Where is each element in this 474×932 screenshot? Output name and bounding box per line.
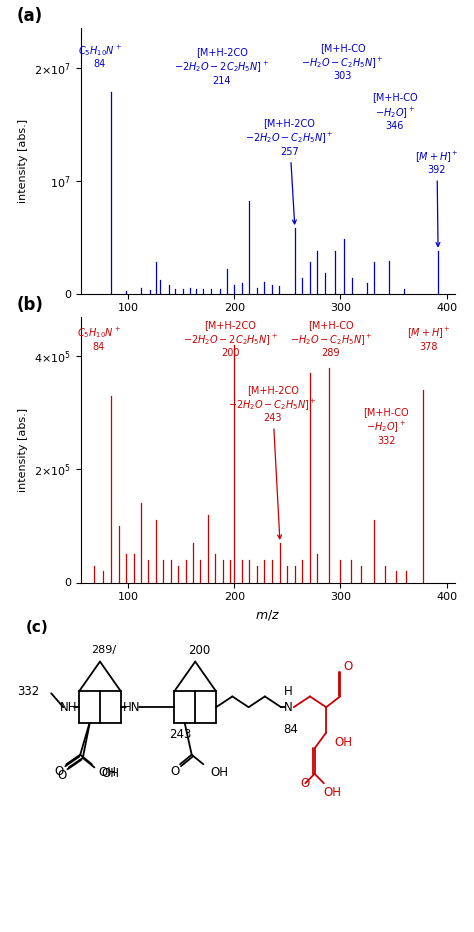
Text: 84: 84	[283, 723, 298, 736]
Text: O: O	[170, 765, 179, 778]
Text: [M+H-CO
$-H_2O-C_2H_5N]^+$
289: [M+H-CO $-H_2O-C_2H_5N]^+$ 289	[290, 320, 372, 359]
Text: O: O	[301, 776, 310, 789]
Text: (a): (a)	[17, 7, 43, 25]
Text: 289/: 289/	[91, 645, 116, 655]
X-axis label: $m/z$: $m/z$	[255, 608, 281, 622]
Text: 243: 243	[169, 728, 191, 741]
Text: [M+H-CO
$-H_2O]^+$
346: [M+H-CO $-H_2O]^+$ 346	[372, 92, 418, 131]
Text: OH: OH	[324, 787, 342, 800]
Text: [M+H-2CO
$-2H_2O-C_2H_5N]^+$
243: [M+H-2CO $-2H_2O-C_2H_5N]^+$ 243	[228, 385, 317, 539]
Text: O: O	[57, 769, 66, 782]
Text: [M+H-CO
$-H_2O]^+$
332: [M+H-CO $-H_2O]^+$ 332	[363, 407, 409, 446]
Text: $C_5H_{10}N^+$
84: $C_5H_{10}N^+$ 84	[78, 43, 122, 69]
Y-axis label: intensity [abs.]: intensity [abs.]	[18, 118, 28, 203]
Text: OH: OH	[101, 767, 119, 780]
Text: OH: OH	[335, 735, 353, 748]
Text: H: H	[284, 685, 292, 698]
Text: 332: 332	[18, 685, 40, 698]
Text: O: O	[55, 765, 64, 778]
Text: $[M+H]^+$
378: $[M+H]^+$ 378	[407, 325, 450, 352]
Text: NH: NH	[60, 701, 78, 714]
Text: [M+H-2CO
$-2H_2O-2C_2H_5N]^+$
200: [M+H-2CO $-2H_2O-2C_2H_5N]^+$ 200	[182, 320, 278, 359]
Text: [M+H-2CO
$-2H_2O-C_2H_5N]^+$
257: [M+H-2CO $-2H_2O-C_2H_5N]^+$ 257	[245, 118, 334, 224]
Text: $C_5H_{10}N^+$
84: $C_5H_{10}N^+$ 84	[77, 325, 120, 352]
Y-axis label: intensity [abs.]: intensity [abs.]	[18, 407, 28, 492]
Text: (c): (c)	[26, 620, 48, 635]
Text: OH: OH	[210, 766, 228, 779]
Text: N: N	[284, 701, 292, 714]
Text: $[M+H]^+$
392: $[M+H]^+$ 392	[415, 149, 459, 246]
Text: [M+H-2CO
$-2H_2O-2C_2H_5N]^+$
214: [M+H-2CO $-2H_2O-2C_2H_5N]^+$ 214	[174, 48, 269, 86]
Text: (b): (b)	[17, 295, 44, 314]
Text: HN: HN	[123, 701, 141, 714]
X-axis label: $m/z$: $m/z$	[255, 319, 281, 333]
Text: 200: 200	[188, 644, 210, 657]
Text: O: O	[344, 660, 353, 673]
Text: OH: OH	[99, 766, 117, 779]
Text: [M+H-CO
$-H_2O-C_2H_5N]^+$
303: [M+H-CO $-H_2O-C_2H_5N]^+$ 303	[301, 43, 384, 81]
